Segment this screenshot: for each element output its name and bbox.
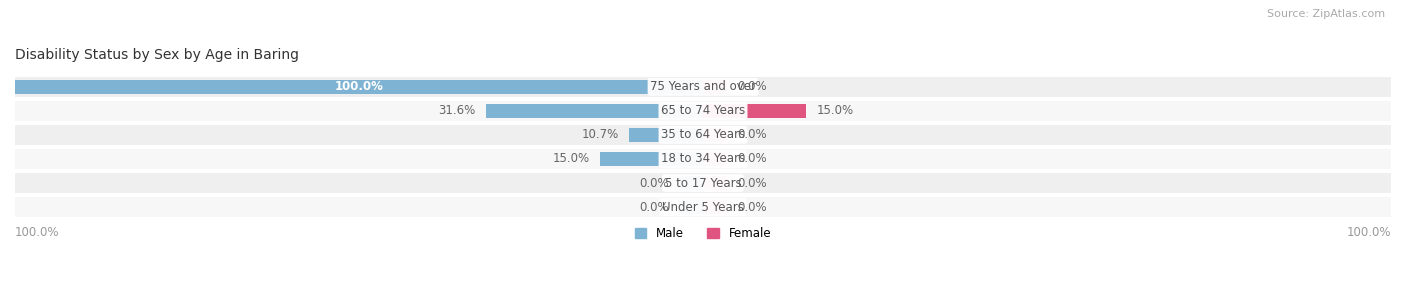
Bar: [703, 104, 806, 118]
Bar: [485, 104, 703, 118]
Text: 5 to 17 Years: 5 to 17 Years: [665, 177, 741, 189]
Text: 0.0%: 0.0%: [737, 153, 768, 165]
Text: 0.0%: 0.0%: [737, 128, 768, 141]
Bar: [15, 80, 703, 94]
Legend: Male, Female: Male, Female: [630, 223, 776, 245]
Text: 0.0%: 0.0%: [737, 201, 768, 213]
Text: 15.0%: 15.0%: [553, 153, 589, 165]
Bar: [15, 77, 1391, 97]
Bar: [15, 149, 1391, 169]
Text: Disability Status by Sex by Age in Baring: Disability Status by Sex by Age in Barin…: [15, 47, 299, 61]
Bar: [703, 80, 727, 94]
Text: 35 to 64 Years: 35 to 64 Years: [661, 128, 745, 141]
Text: 15.0%: 15.0%: [817, 104, 853, 117]
Text: 0.0%: 0.0%: [638, 177, 669, 189]
Text: 100.0%: 100.0%: [1347, 226, 1391, 239]
Bar: [703, 176, 727, 190]
Text: 100.0%: 100.0%: [335, 80, 384, 93]
Text: 0.0%: 0.0%: [638, 201, 669, 213]
Text: 18 to 34 Years: 18 to 34 Years: [661, 153, 745, 165]
Bar: [703, 152, 727, 166]
Text: 100.0%: 100.0%: [15, 226, 59, 239]
Bar: [15, 173, 1391, 193]
Text: 75 Years and over: 75 Years and over: [650, 80, 756, 93]
Text: Under 5 Years: Under 5 Years: [662, 201, 744, 213]
Bar: [703, 200, 727, 214]
Text: 65 to 74 Years: 65 to 74 Years: [661, 104, 745, 117]
Bar: [15, 125, 1391, 145]
Text: 31.6%: 31.6%: [439, 104, 475, 117]
Bar: [703, 128, 727, 142]
Bar: [630, 128, 703, 142]
Bar: [15, 101, 1391, 121]
Text: 0.0%: 0.0%: [737, 80, 768, 93]
Bar: [600, 152, 703, 166]
Text: Source: ZipAtlas.com: Source: ZipAtlas.com: [1267, 9, 1385, 19]
Bar: [679, 176, 703, 190]
Bar: [679, 200, 703, 214]
Bar: [15, 197, 1391, 217]
Text: 0.0%: 0.0%: [737, 177, 768, 189]
Text: 10.7%: 10.7%: [582, 128, 619, 141]
